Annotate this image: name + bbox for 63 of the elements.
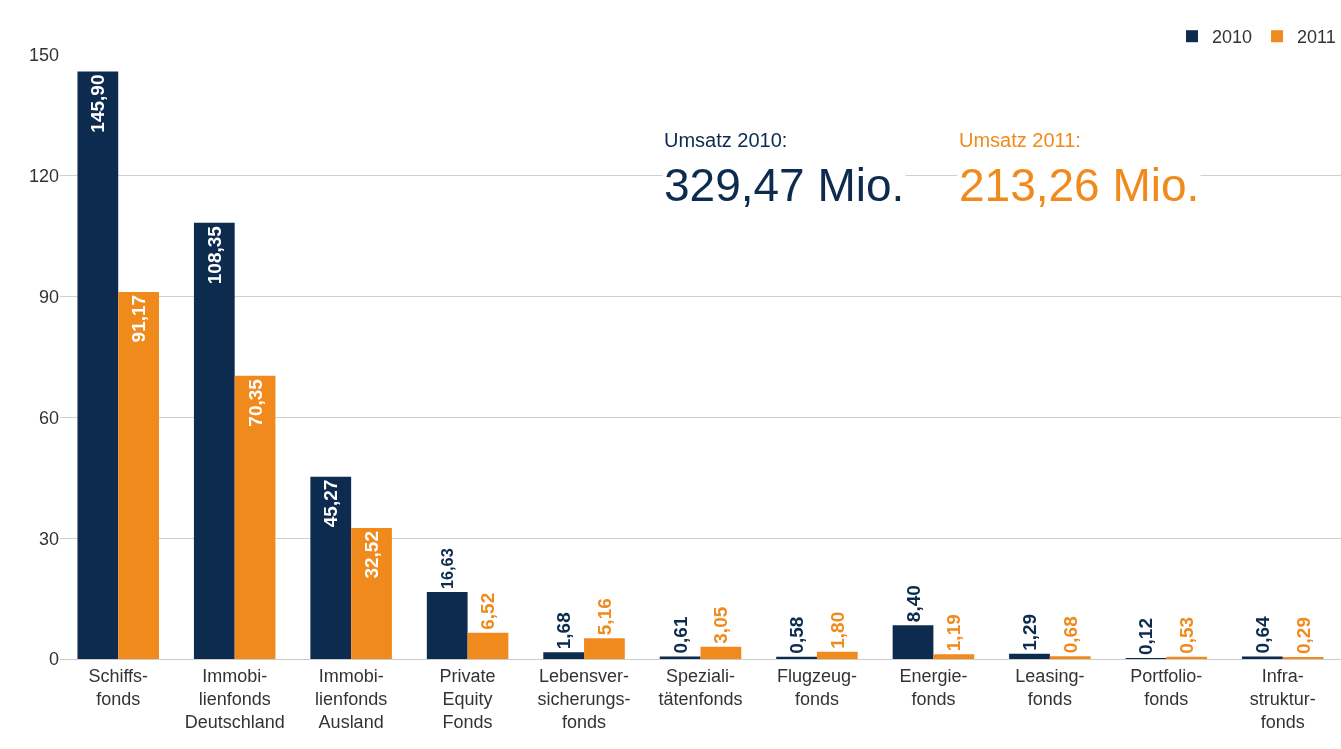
bar: [1166, 656, 1208, 659]
bar: [77, 71, 119, 659]
x-tick-label: Energie- fonds: [899, 665, 968, 709]
bar: [933, 654, 975, 659]
bar: [1242, 656, 1283, 659]
bar: [1049, 656, 1091, 659]
data-label: 0,64: [1251, 616, 1273, 654]
data-label: 6,52: [477, 592, 499, 630]
y-tick-label: 90: [38, 286, 59, 307]
legend-label: 2011: [1297, 27, 1336, 48]
x-tick-label: Lebensver- sicherungs- fonds: [537, 665, 631, 733]
x-tick-label: Schiffs- fonds: [88, 665, 149, 709]
y-tick-label: 150: [28, 45, 59, 66]
data-label: 91,17: [128, 294, 150, 343]
y-tick-label: 30: [38, 528, 59, 549]
bar: [310, 476, 352, 659]
x-tick-label: Immobi- lienfonds Ausland: [315, 665, 388, 733]
bar: [193, 222, 235, 659]
bar: [118, 291, 159, 659]
data-label: 0,61: [669, 616, 691, 654]
data-label: 5,16: [593, 598, 615, 636]
y-tick-label: 0: [48, 649, 59, 670]
data-label: 0,68: [1059, 616, 1081, 654]
bar: [816, 651, 858, 659]
data-label: 1,80: [826, 611, 848, 649]
x-tick-label: Speziali- tätenfonds: [658, 665, 743, 709]
bar: [234, 375, 276, 659]
x-tick-label: Portfolio- fonds: [1130, 665, 1203, 709]
data-label: 16,63: [437, 548, 456, 590]
data-label: 45,27: [320, 479, 342, 528]
bar: [543, 652, 585, 659]
annotation: 213,26 Mio.: [959, 159, 1200, 211]
bar: [700, 646, 742, 659]
y-tick-label: 60: [38, 407, 59, 428]
data-label: 70,35: [244, 378, 266, 427]
legend-label: 2010: [1212, 27, 1253, 48]
x-tick-label: Infra- struktur- fonds: [1249, 665, 1316, 733]
bar: [351, 528, 392, 659]
data-label: 0,12: [1135, 618, 1157, 655]
data-label: 145,90: [87, 74, 109, 133]
x-tick-label: Flugzeug- fonds: [776, 665, 857, 709]
annotation: Umsatz 2010:: [664, 129, 788, 151]
x-tick-label: Leasing- fonds: [1015, 665, 1085, 709]
annotation: Umsatz 2011:: [959, 129, 1081, 151]
data-label: 0,29: [1292, 617, 1314, 654]
data-label: 0,58: [786, 616, 808, 654]
bar: [1009, 653, 1050, 659]
bar: [584, 638, 625, 659]
bar: [892, 625, 934, 659]
annotation: 329,47 Mio.: [664, 159, 905, 211]
bar: [426, 592, 468, 659]
data-label: 1,68: [553, 612, 575, 650]
y-tick-label: 120: [28, 166, 59, 187]
data-label: 3,05: [710, 606, 732, 644]
data-label: 8,40: [902, 585, 924, 623]
bar: [467, 632, 509, 659]
x-tick-label: Immobi- lienfonds Deutschland: [184, 665, 285, 733]
x-tick-label: Private Equity Fonds: [439, 665, 496, 733]
data-label: 1,29: [1018, 613, 1040, 651]
data-label: 108,35: [203, 225, 225, 285]
data-label: 0,53: [1176, 616, 1198, 654]
data-label: 32,52: [361, 531, 383, 579]
data-label: 1,19: [943, 614, 965, 652]
